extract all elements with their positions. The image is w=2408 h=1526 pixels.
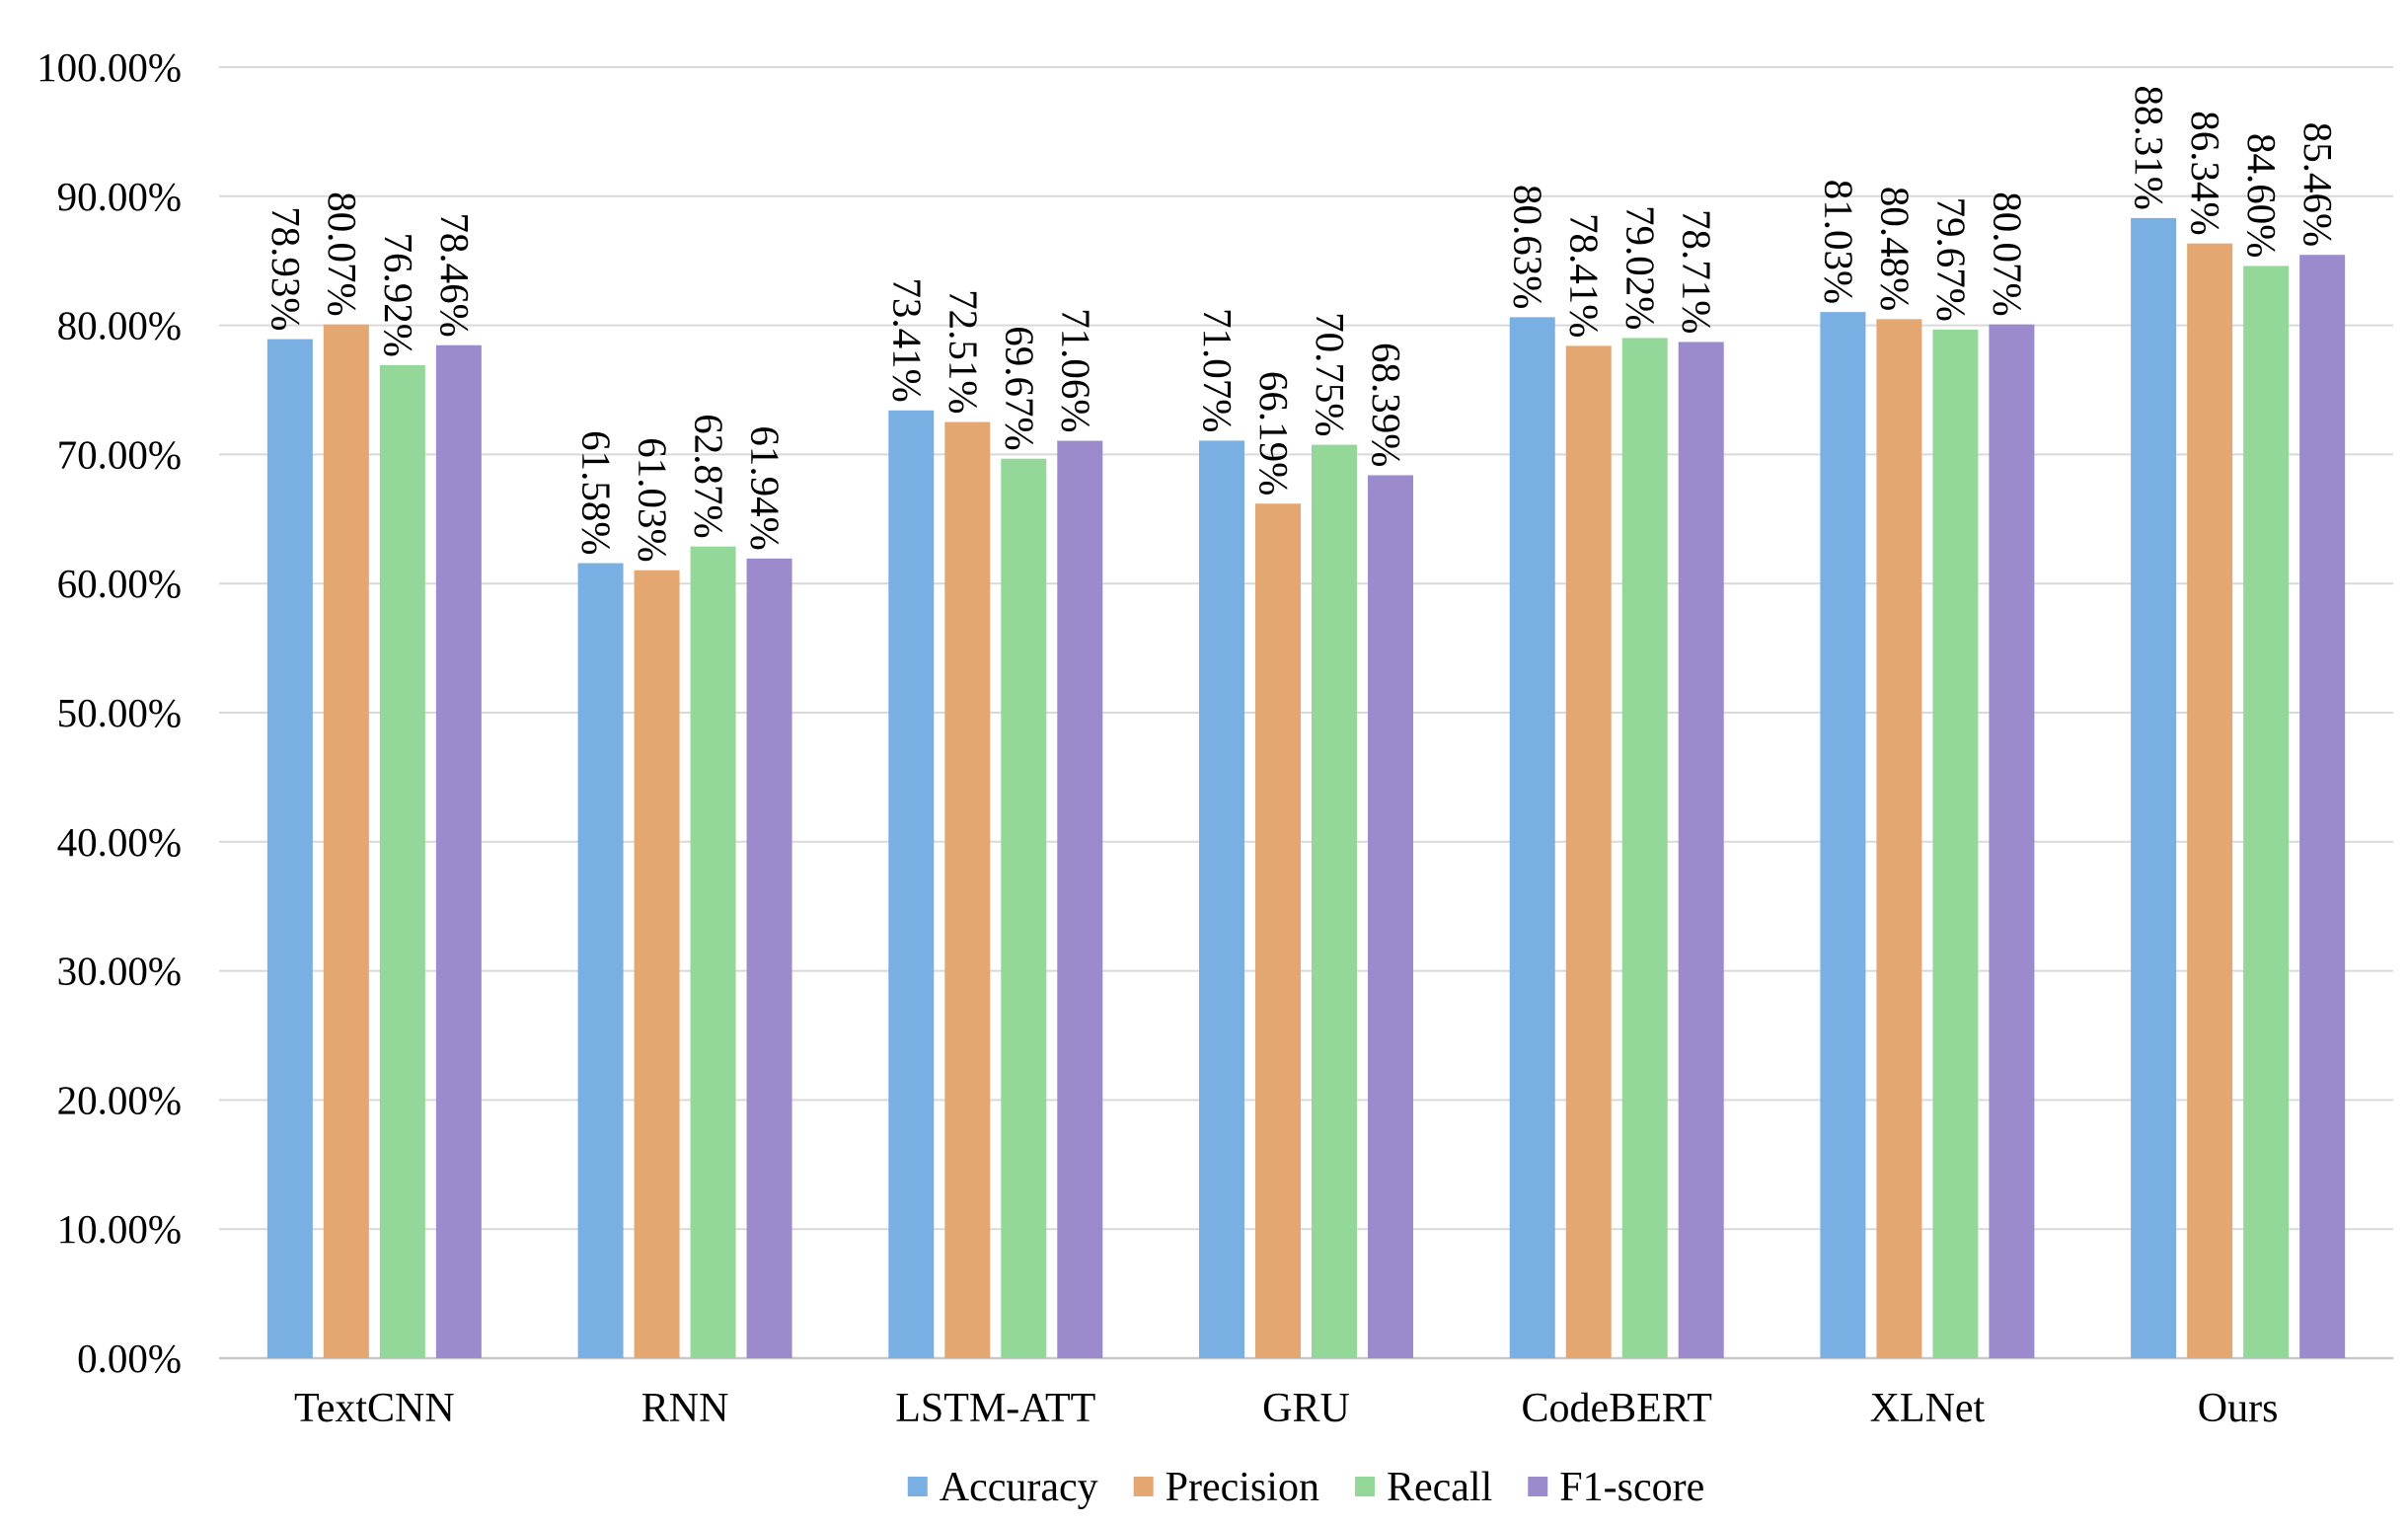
- bar-recall: [1932, 329, 1979, 1359]
- data-label: 80.48%: [1872, 187, 1918, 311]
- data-label: 61.58%: [574, 430, 620, 555]
- bar-recall: [2243, 266, 2290, 1358]
- bar-recall: [1621, 338, 1668, 1358]
- y-tick-label: 80.00%: [57, 303, 182, 348]
- data-label: 81.03%: [1816, 180, 1861, 304]
- y-tick-label: 60.00%: [57, 561, 182, 606]
- y-tick-label: 20.00%: [57, 1077, 182, 1122]
- bar-f1-score: [2299, 255, 2346, 1358]
- data-label: 85.46%: [2295, 122, 2341, 247]
- y-tick-label: 10.00%: [57, 1206, 182, 1252]
- bars: [266, 217, 2346, 1359]
- data-label: 66.19%: [1251, 371, 1297, 496]
- bar-accuracy: [266, 339, 313, 1359]
- y-axis-tick-labels: 0.00% 10.00% 20.00% 30.00% 40.00% 50.00% 60.00…: [37, 44, 182, 1381]
- bar-precision: [1876, 319, 1922, 1359]
- legend-label-f1-score: F1-score: [1559, 1465, 1704, 1510]
- bar-f1-score: [1989, 324, 2035, 1359]
- bar-f1-score: [1368, 475, 1413, 1358]
- y-tick-label: 0.00%: [77, 1335, 182, 1381]
- data-labels: 78.93% 80.07% 76.92% 78.46%61.58% 61.03% 62.8…: [263, 85, 2341, 562]
- bar-precision: [1565, 345, 1612, 1358]
- gridlines: [219, 66, 2393, 1360]
- x-tick-label: Ours: [2198, 1386, 2279, 1431]
- data-label: 79.02%: [1618, 205, 1664, 330]
- legend: Accuracy Precision Recall F1-score: [907, 1465, 1704, 1510]
- legend-swatch-recall: [1354, 1477, 1375, 1496]
- data-label: 69.67%: [997, 326, 1042, 450]
- bar-f1-score: [1057, 440, 1103, 1359]
- bar-f1-score: [746, 558, 792, 1358]
- bar-precision: [944, 421, 991, 1358]
- bar-accuracy: [1199, 440, 1244, 1358]
- data-label: 88.31%: [2127, 85, 2172, 209]
- data-label: 78.71%: [1675, 209, 1720, 334]
- data-label: 78.41%: [1562, 213, 1608, 338]
- data-label: 61.94%: [743, 425, 789, 550]
- data-label: 61.03%: [631, 437, 676, 562]
- legend-label-recall: Recall: [1387, 1465, 1492, 1510]
- y-tick-label: 90.00%: [57, 174, 182, 219]
- data-label: 72.51%: [941, 289, 986, 414]
- bar-precision: [2187, 243, 2233, 1358]
- bar-recall: [379, 364, 425, 1358]
- bar-precision: [634, 570, 680, 1358]
- y-tick-label: 40.00%: [57, 819, 182, 865]
- legend-swatch-precision: [1133, 1477, 1154, 1496]
- bar-accuracy: [1820, 312, 1866, 1359]
- data-label: 71.07%: [1195, 308, 1241, 432]
- bar-recall: [1001, 458, 1047, 1358]
- legend-label-accuracy: Accuracy: [940, 1465, 1098, 1510]
- data-label: 76.92%: [376, 232, 421, 356]
- data-label: 80.07%: [1985, 191, 2030, 316]
- y-tick-label: 100.00%: [37, 44, 182, 90]
- y-tick-label: 50.00%: [57, 690, 182, 735]
- data-label: 78.46%: [432, 212, 478, 337]
- x-tick-label: XLNet: [1870, 1386, 1986, 1431]
- bar-f1-score: [1678, 342, 1724, 1359]
- data-label: 84.60%: [2239, 133, 2285, 258]
- bar-accuracy: [577, 563, 624, 1358]
- legend-swatch-accuracy: [907, 1477, 928, 1496]
- x-tick-label: RNN: [641, 1386, 729, 1431]
- bar-accuracy: [888, 410, 935, 1358]
- data-label: 68.39%: [1364, 343, 1409, 467]
- bar-f1-score: [435, 344, 482, 1359]
- data-label: 86.34%: [2183, 111, 2228, 235]
- bar-accuracy: [2131, 217, 2177, 1359]
- x-tick-label: LSTM-ATT: [895, 1386, 1095, 1431]
- data-label: 80.63%: [1506, 185, 1551, 309]
- x-tick-label: TextCNN: [294, 1386, 455, 1431]
- data-label: 78.93%: [263, 206, 309, 331]
- data-label: 73.41%: [884, 277, 930, 402]
- x-tick-label: GRU: [1262, 1386, 1350, 1431]
- bar-precision: [1255, 503, 1301, 1358]
- y-tick-label: 30.00%: [57, 949, 182, 994]
- data-label: 80.07%: [320, 191, 365, 316]
- bar-precision: [323, 324, 369, 1359]
- bar-accuracy: [1509, 317, 1555, 1358]
- legend-swatch-f1-score: [1528, 1477, 1548, 1496]
- bar-recall: [1312, 444, 1357, 1359]
- data-label: 79.67%: [1928, 197, 1974, 322]
- data-label: 62.87%: [687, 414, 732, 538]
- data-label: 71.06%: [1053, 308, 1098, 432]
- y-tick-label: 70.00%: [57, 431, 182, 477]
- legend-label-precision: Precision: [1166, 1465, 1319, 1510]
- x-axis-tick-labels: TextCNN RNN LSTM-ATT GRU CodeBERT XLNet Ours: [294, 1386, 2278, 1431]
- data-label: 70.75%: [1308, 312, 1353, 436]
- bar-recall: [690, 546, 736, 1358]
- x-tick-label: CodeBERT: [1521, 1386, 1711, 1431]
